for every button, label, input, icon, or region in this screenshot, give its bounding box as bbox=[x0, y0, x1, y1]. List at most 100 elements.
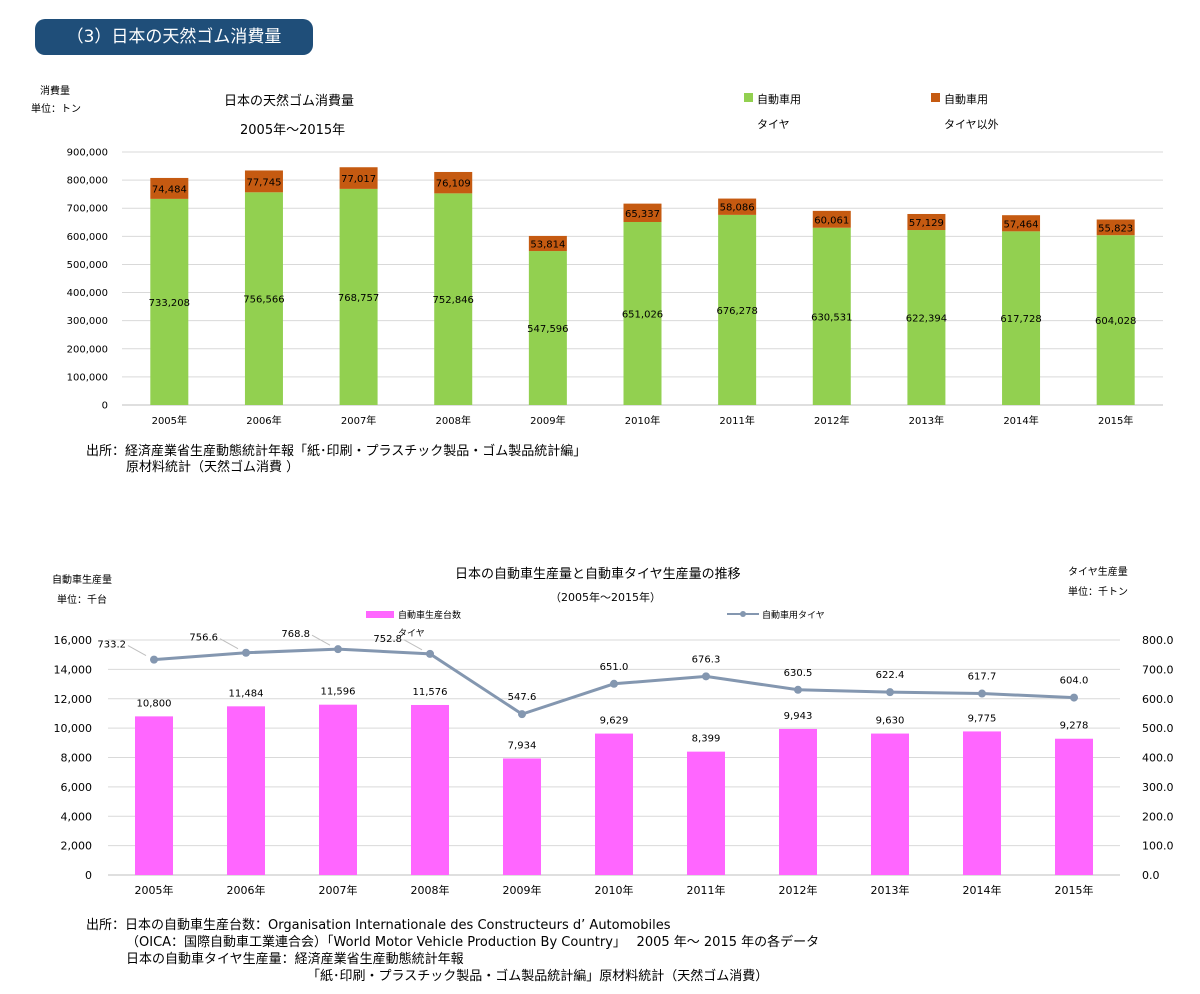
legend-label-production: 自動車生産台数 bbox=[398, 611, 462, 621]
chart1-value-label-non-tire: 76,109 bbox=[436, 179, 471, 190]
chart2-source-line3: 日本の自動車タイヤ生産量：経済産業省生産動態統計年報 bbox=[126, 952, 464, 967]
chart2-ytick-right-label: 400.0 bbox=[1142, 752, 1174, 765]
chart1-value-label-non-tire: 58,086 bbox=[720, 203, 755, 214]
chart2-xtick-label: 2005年 bbox=[135, 883, 174, 897]
chart2-ytick-right-label: 300.0 bbox=[1142, 781, 1174, 794]
chart1-ytick-label: 500,000 bbox=[67, 260, 108, 271]
chart2-value-label-production: 9,278 bbox=[1060, 721, 1089, 732]
chart2-ytick-left-label: 2,000 bbox=[61, 840, 93, 853]
legend-label-non-tire-2: タイヤ以外 bbox=[944, 118, 999, 131]
chart2-label-leader bbox=[311, 634, 331, 646]
chart1-bar-non-tire bbox=[150, 177, 189, 199]
chart2-xtick-label: 2015年 bbox=[1055, 883, 1094, 897]
chart2-ytick-left-label: 14,000 bbox=[54, 663, 93, 676]
chart2-unit-right: 単位：千トン bbox=[1068, 587, 1128, 598]
chart1-bar-non-tire bbox=[1002, 215, 1041, 232]
chart2-value-label-tire: 630.5 bbox=[784, 668, 813, 679]
chart1-bar-non-tire bbox=[623, 203, 662, 222]
chart2-point-tire bbox=[1070, 693, 1078, 702]
chart2-value-label-production: 11,484 bbox=[229, 688, 264, 699]
chart1-xtick-label: 2013年 bbox=[909, 414, 944, 427]
chart2-unit-left: 単位：千台 bbox=[57, 595, 107, 606]
chart2-ytick-left-label: 8,000 bbox=[61, 752, 93, 765]
legend-label-tire-1: 自動車用 bbox=[757, 93, 801, 106]
chart1-value-label-tire: 733,208 bbox=[149, 298, 190, 309]
chart2-point-tire bbox=[886, 688, 894, 697]
chart1-value-label-tire: 547,596 bbox=[527, 324, 568, 335]
chart1-xtick-label: 2009年 bbox=[530, 414, 565, 427]
chart2-xtick-label: 2010年 bbox=[595, 883, 634, 897]
chart1-value-label-tire: 756,566 bbox=[243, 295, 284, 306]
chart2-value-label-production: 9,630 bbox=[876, 716, 905, 727]
legend-swatch-non-tire bbox=[931, 93, 940, 102]
chart1-source-line2: 原材料統計（天然ゴム消費 ） bbox=[126, 460, 300, 475]
chart1-ytick-label: 200,000 bbox=[67, 344, 108, 355]
legend-swatch-tire-line bbox=[727, 611, 759, 617]
chart1-value-label-non-tire: 53,814 bbox=[530, 240, 565, 251]
legend-label-tire-suffix: タイヤ bbox=[398, 629, 425, 639]
chart1-value-label-non-tire: 74,484 bbox=[152, 184, 187, 195]
chart1-unit: 単位：トン bbox=[31, 104, 81, 115]
chart1-bar-tire bbox=[907, 230, 946, 405]
chart2-value-label-production: 10,800 bbox=[137, 698, 172, 709]
chart2-ytick-left-label: 6,000 bbox=[61, 781, 93, 794]
chart1-source-line1: 出所：経済産業省生産動態統計年報「紙･印刷・プラスチック製品・ゴム製品統計編」 bbox=[86, 444, 587, 459]
chart1-xtick-label: 2006年 bbox=[246, 414, 281, 427]
chart1-xtick-label: 2005年 bbox=[152, 414, 187, 427]
chart2-ytick-left-label: 12,000 bbox=[54, 693, 93, 706]
chart2-value-label-production: 9,629 bbox=[600, 716, 629, 727]
chart1-bar-tire bbox=[339, 188, 378, 405]
chart1-bar-non-tire bbox=[339, 167, 378, 189]
chart2-xtick-label: 2012年 bbox=[779, 883, 818, 897]
chart1-bar-non-tire bbox=[718, 198, 757, 215]
chart1-value-label-tire: 651,026 bbox=[622, 309, 663, 320]
chart1-value-label-non-tire: 77,745 bbox=[246, 177, 281, 188]
chart1-bar-non-tire bbox=[244, 170, 283, 193]
chart2-bar-production bbox=[503, 758, 541, 875]
legend-swatch-production bbox=[366, 611, 394, 618]
chart2-value-label-tire: 604.0 bbox=[1060, 676, 1089, 687]
chart1-xtick-label: 2008年 bbox=[436, 414, 471, 427]
chart2-value-label-tire: 547.6 bbox=[508, 692, 537, 703]
chart2-xtick-label: 2008年 bbox=[411, 883, 450, 897]
chart2-bar-production bbox=[779, 728, 817, 875]
chart1-value-label-tire: 768,757 bbox=[338, 293, 379, 304]
chart2-ylabel-left: 自動車生産量 bbox=[52, 575, 112, 586]
chart2-value-label-tire: 752.8 bbox=[373, 634, 402, 645]
chart1-value-label-tire: 604,028 bbox=[1095, 316, 1136, 327]
chart1-ytick-label: 100,000 bbox=[67, 372, 108, 383]
chart1-bar-non-tire bbox=[907, 213, 946, 231]
chart1-bar-tire bbox=[1096, 235, 1135, 405]
chart2-value-label-tire: 622.4 bbox=[876, 670, 905, 681]
chart1-xtick-label: 2007年 bbox=[341, 414, 376, 427]
chart1-value-label-tire: 630,531 bbox=[811, 312, 852, 323]
chart1-bar-tire bbox=[244, 192, 283, 405]
chart2-xtick-label: 2014年 bbox=[963, 883, 1002, 897]
chart2-ylabel-right: タイヤ生産量 bbox=[1068, 567, 1128, 578]
chart1-subtitle: 2005年〜2015年 bbox=[240, 123, 346, 138]
chart2-label-leader bbox=[219, 638, 239, 650]
chart2-value-label-tire: 733.2 bbox=[97, 640, 126, 651]
chart2-value-label-production: 9,943 bbox=[784, 711, 813, 722]
chart1-value-label-tire: 617,728 bbox=[1000, 314, 1041, 325]
chart1-bar-non-tire bbox=[1096, 219, 1135, 236]
chart1-ytick-label: 700,000 bbox=[67, 204, 108, 215]
chart2-point-tire bbox=[334, 645, 342, 654]
chart2-ytick-left-label: 16,000 bbox=[54, 634, 93, 647]
chart2-bar-production bbox=[1055, 738, 1093, 875]
chart1-xtick-label: 2011年 bbox=[719, 414, 754, 427]
chart1-bar-tire bbox=[150, 198, 189, 405]
chart2-bar-production bbox=[411, 704, 449, 875]
chart2-ytick-right-label: 800.0 bbox=[1142, 634, 1174, 647]
chart1-value-label-tire: 752,846 bbox=[433, 295, 474, 306]
chart2-value-label-tire: 676.3 bbox=[692, 654, 721, 665]
chart2-value-label-tire: 651.0 bbox=[600, 662, 629, 673]
chart1-value-label-tire: 676,278 bbox=[716, 306, 757, 317]
chart1-xtick-label: 2014年 bbox=[1003, 414, 1038, 427]
chart1-value-label-non-tire: 55,823 bbox=[1098, 223, 1133, 234]
chart1-ytick-label: 300,000 bbox=[67, 316, 108, 327]
chart2-value-label-tire: 617.7 bbox=[968, 672, 997, 683]
chart2-ytick-left-label: 10,000 bbox=[54, 722, 93, 735]
